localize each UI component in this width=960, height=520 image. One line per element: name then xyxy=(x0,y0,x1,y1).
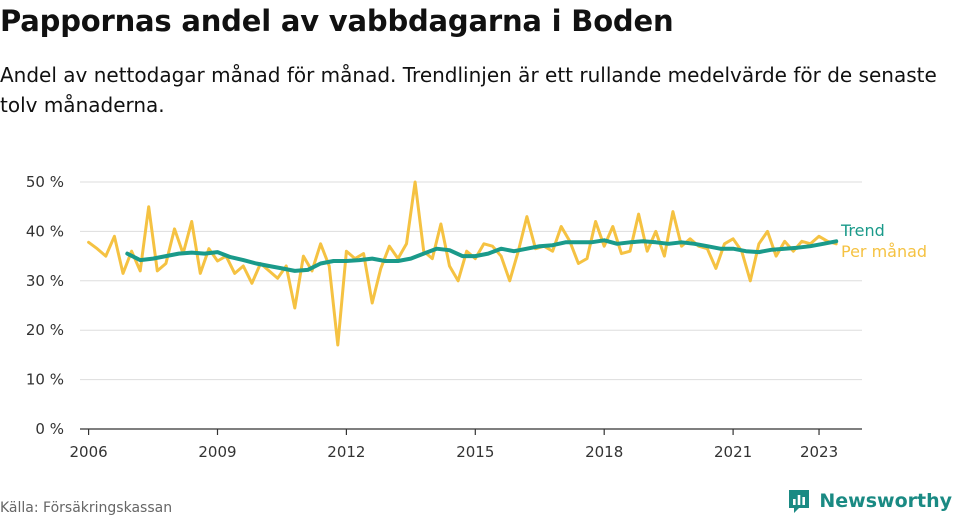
page-subtitle: Andel av nettodagar månad för månad. Tre… xyxy=(0,63,937,117)
x-tick-label: 2006 xyxy=(69,443,107,461)
y-tick-label: 40 % xyxy=(26,222,64,240)
legend-label-per-manad: Per månad xyxy=(841,242,927,261)
y-tick-label: 50 % xyxy=(26,173,64,191)
y-tick-label: 20 % xyxy=(26,321,64,339)
source-note: Källa: Försäkringskassan xyxy=(0,500,173,516)
y-axis-labels: 0 % 10 % 20 % 30 % 40 % 50 % xyxy=(26,173,64,438)
x-tick-label: 2021 xyxy=(714,443,752,461)
x-tick-label: 2012 xyxy=(327,443,365,461)
x-tick-label: 2009 xyxy=(198,443,236,461)
brand-logo[interactable]: Newsworthy xyxy=(787,488,952,514)
series-line-per-manad xyxy=(87,180,838,347)
brand-name: Newsworthy xyxy=(819,490,952,512)
y-tick-label: 0 % xyxy=(35,420,64,438)
legend: Trend Per månad xyxy=(840,221,927,261)
y-tick-label: 30 % xyxy=(26,272,64,290)
series-line-trend xyxy=(125,238,839,273)
x-tick-label: 2018 xyxy=(585,443,623,461)
series-lines xyxy=(87,180,839,347)
grid-lines xyxy=(80,181,862,381)
x-tick-label: 2015 xyxy=(456,443,494,461)
y-tick-label: 10 % xyxy=(26,371,64,389)
legend-label-trend: Trend xyxy=(840,221,885,240)
x-axis: 2006 2009 2012 2015 2018 2021 2023 xyxy=(69,428,862,461)
page-title: Pappornas andel av vabbdagarna i Boden xyxy=(0,4,674,38)
x-tick-label: 2023 xyxy=(800,443,838,461)
bar-chart-speech-icon xyxy=(789,490,810,513)
